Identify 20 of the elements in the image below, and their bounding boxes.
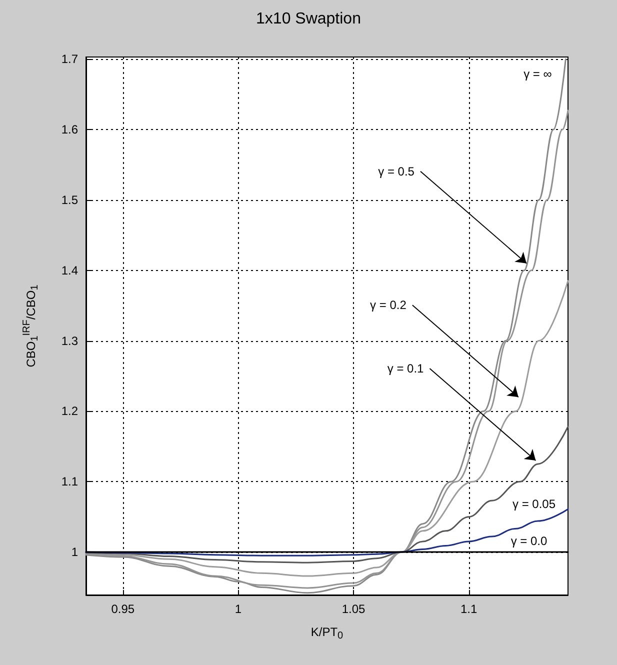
x-tick-label: 1.1 xyxy=(460,602,478,616)
y-tick-label: 1.7 xyxy=(61,52,78,66)
x-tick-label: 1.05 xyxy=(342,602,366,616)
annotation: γ = 0.1 xyxy=(387,362,424,376)
annotation: γ = 0.05 xyxy=(512,497,556,512)
x-tick-label: 0.95 xyxy=(111,602,135,616)
y-tick-label: 1 xyxy=(71,545,78,560)
y-axis-title: CBO1IRF/CBO1 xyxy=(22,284,40,368)
annotation: γ = 0.2 xyxy=(370,298,407,312)
y-tick-label: 1.5 xyxy=(61,192,78,207)
x-tick-label: 1 xyxy=(234,602,242,616)
y-tick-label: 1.4 xyxy=(61,263,78,278)
y-tick-label: 1.6 xyxy=(61,122,78,137)
y-tick-label: 1.3 xyxy=(61,334,78,348)
y-tick-label: 1.1 xyxy=(61,474,78,489)
annotation: γ = 0.0 xyxy=(510,534,548,548)
chart-title: 1x10 Swaption xyxy=(256,10,361,28)
y-tick-label: 1.2 xyxy=(61,404,78,418)
annotation: γ = 0.5 xyxy=(378,164,415,178)
annotation: γ = ∞ xyxy=(524,67,552,82)
